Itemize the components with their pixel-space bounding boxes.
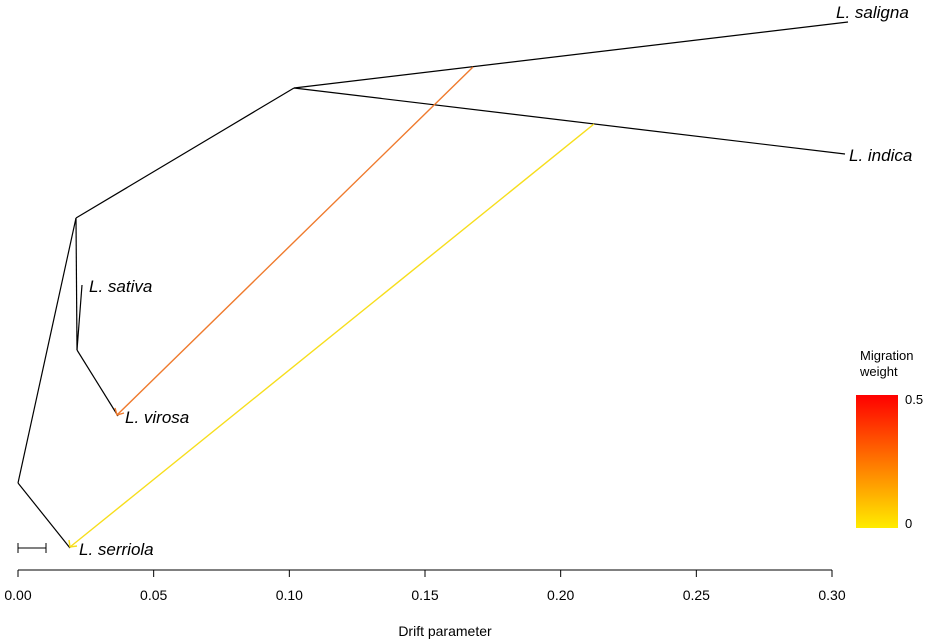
- scale-bar: [17, 543, 47, 553]
- migration-arrowhead-serriola-icon: [68, 539, 78, 548]
- branch-node1-node2: [75, 217, 78, 351]
- branch-node1-node3: [75, 87, 295, 219]
- taxon-label-sativa: L. sativa: [89, 277, 152, 296]
- legend-min-label: 0: [905, 516, 912, 531]
- x-axis-title: Drift parameter: [398, 623, 492, 639]
- x-axis-tick-label: 0.15: [411, 587, 438, 603]
- taxon-label-saligna: L. saligna: [836, 3, 909, 22]
- taxon-label-indica: L. indica: [849, 146, 912, 165]
- branch-node2-virosa: [76, 349, 119, 417]
- taxon-label-virosa: L. virosa: [125, 408, 189, 427]
- legend-title-line2: weight: [859, 364, 898, 379]
- x-axis-tick-label: 0.20: [547, 587, 574, 603]
- x-axis-tick-label: 0.30: [818, 587, 845, 603]
- migration-arrowhead-virosa-icon: [114, 407, 125, 416]
- x-axis-ticks: 0.00 0.05 0.10 0.15 0.20 0.25 0.30: [4, 570, 846, 603]
- taxon-label-serriola: L. serriola: [79, 540, 154, 559]
- migration-weight-legend: Migration weight 0.5 0: [856, 348, 923, 531]
- tree-branches: [17, 21, 849, 549]
- migration-edge-to-virosa: [116, 66, 474, 416]
- x-axis: 0.00 0.05 0.10 0.15 0.20 0.25 0.30 Drift param…: [4, 569, 846, 639]
- legend-color-bar: [856, 395, 898, 528]
- legend-max-label: 0.5: [905, 392, 923, 407]
- x-axis-tick-label: 0.00: [4, 587, 31, 603]
- migration-edges: [68, 66, 595, 548]
- branch-root-node1: [17, 217, 77, 484]
- legend-title-line1: Migration: [860, 348, 913, 363]
- branch-node3-indica: [293, 87, 846, 155]
- branch-node3-saligna: [293, 21, 849, 89]
- branch-root-serriola: [17, 482, 71, 549]
- x-axis-tick-label: 0.25: [683, 587, 710, 603]
- branch-node2-sativa: [76, 284, 83, 351]
- x-axis-tick-label: 0.05: [140, 587, 167, 603]
- x-axis-tick-label: 0.10: [276, 587, 303, 603]
- migration-edge-to-serriola: [69, 123, 595, 548]
